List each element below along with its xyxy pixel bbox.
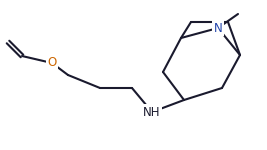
Text: N: N (214, 21, 222, 34)
Text: O: O (47, 57, 57, 69)
Text: NH: NH (143, 105, 161, 118)
Text: O: O (47, 57, 57, 69)
Text: NH: NH (143, 105, 161, 118)
